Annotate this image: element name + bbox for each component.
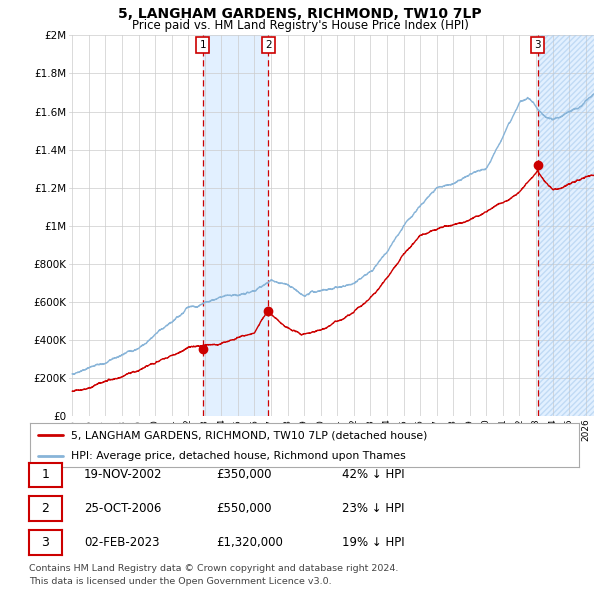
Text: 23% ↓ HPI: 23% ↓ HPI — [342, 502, 404, 515]
Text: £550,000: £550,000 — [216, 502, 271, 515]
Text: 2: 2 — [41, 502, 49, 515]
Bar — [203, 35, 268, 416]
Text: 1: 1 — [200, 40, 206, 50]
Text: £350,000: £350,000 — [216, 468, 271, 481]
Text: 19% ↓ HPI: 19% ↓ HPI — [342, 536, 404, 549]
Text: 19-NOV-2002: 19-NOV-2002 — [84, 468, 163, 481]
Text: 3: 3 — [534, 40, 541, 50]
Text: 5, LANGHAM GARDENS, RICHMOND, TW10 7LP (detached house): 5, LANGHAM GARDENS, RICHMOND, TW10 7LP (… — [71, 431, 428, 440]
Text: 5, LANGHAM GARDENS, RICHMOND, TW10 7LP: 5, LANGHAM GARDENS, RICHMOND, TW10 7LP — [118, 7, 482, 21]
Text: 42% ↓ HPI: 42% ↓ HPI — [342, 468, 404, 481]
Bar — [538, 35, 600, 416]
Text: 1: 1 — [41, 468, 49, 481]
Text: Contains HM Land Registry data © Crown copyright and database right 2024.
This d: Contains HM Land Registry data © Crown c… — [29, 564, 398, 586]
Text: 25-OCT-2006: 25-OCT-2006 — [84, 502, 161, 515]
Text: 02-FEB-2023: 02-FEB-2023 — [84, 536, 160, 549]
Text: 3: 3 — [41, 536, 49, 549]
Text: HPI: Average price, detached house, Richmond upon Thames: HPI: Average price, detached house, Rich… — [71, 451, 406, 461]
Text: £1,320,000: £1,320,000 — [216, 536, 283, 549]
Text: 2: 2 — [265, 40, 271, 50]
Text: Price paid vs. HM Land Registry's House Price Index (HPI): Price paid vs. HM Land Registry's House … — [131, 19, 469, 32]
Bar — [538, 35, 600, 416]
